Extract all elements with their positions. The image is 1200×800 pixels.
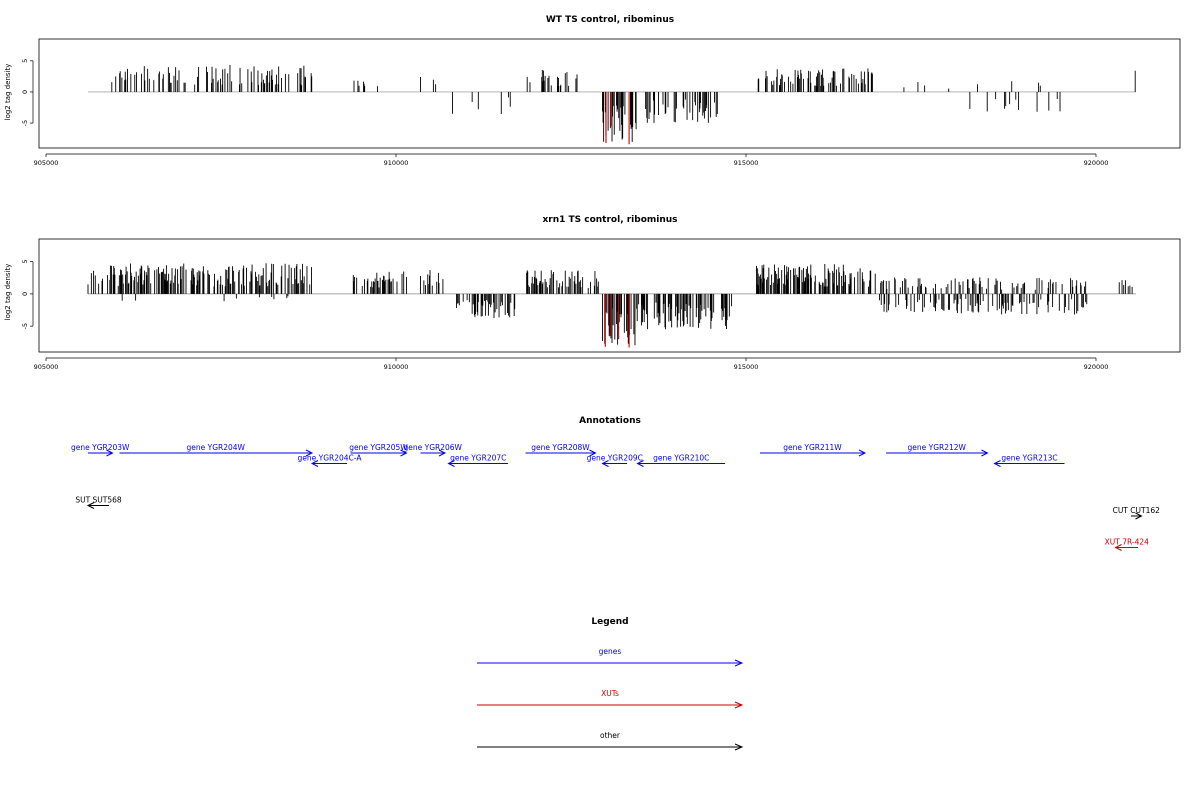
x-tick-label: 920000	[1084, 363, 1109, 371]
annotations-title: Annotations	[579, 416, 641, 426]
feature-arrow-head	[310, 460, 319, 467]
feature-label: gene YGR213C	[1001, 454, 1057, 463]
feature-arrow-head	[447, 460, 455, 467]
legend-item-label: XUTs	[601, 689, 619, 698]
legend-arrow-head	[734, 659, 744, 667]
feature-arrow-head	[438, 449, 447, 457]
legend-item-label: other	[600, 731, 621, 740]
x-tick-label: 920000	[1084, 159, 1109, 167]
annotations-panel: Annotations gene YGR203W gene YGR204W gene…	[71, 416, 1160, 551]
feature-label: gene YGR210C	[653, 454, 709, 463]
feature-arrow-head	[981, 449, 989, 457]
y-tick-label: -5	[21, 120, 29, 126]
legend-title: Legend	[591, 617, 628, 627]
legend-panel: Legend genes XUTs other	[477, 617, 744, 751]
feature-label: gene YGR204W	[187, 443, 246, 452]
y-tick-label: -5	[21, 323, 29, 329]
feature-label: gene YGR203W	[71, 443, 130, 452]
xrn1-y-axis-label: log2 tag density	[4, 264, 12, 321]
plot-frame	[38, 38, 1181, 149]
x-tick-label: 910000	[384, 159, 409, 167]
y-tick-label: 5	[21, 59, 29, 63]
feature-label: gene YGR211W	[783, 443, 842, 452]
feature-label: gene YGR205W	[349, 443, 408, 452]
wt-density-panel: WT TS control, ribominus log2 tag densit…	[4, 15, 1181, 167]
xrn1-density-panel: xrn1 TS control, ribominus log2 tag dens…	[4, 215, 1181, 371]
feature-arrow-head	[305, 449, 314, 457]
feature-label: gene YGR212W	[908, 443, 967, 452]
x-tick-label: 915000	[734, 363, 759, 371]
wt-y-axis-label: log2 tag density	[4, 64, 12, 121]
feature-arrow-head	[589, 449, 597, 457]
feature-arrow-head	[106, 449, 114, 457]
feature-arrow-head	[601, 460, 609, 467]
plot-frame	[38, 238, 1181, 353]
feature-arrow-head	[400, 449, 408, 457]
xrn1-panel-title: xrn1 TS control, ribominus	[542, 215, 677, 225]
feature-label: gene YGR204C-A	[298, 454, 363, 463]
x-tick-label: 905000	[34, 363, 59, 371]
legend-item-label: genes	[599, 647, 622, 656]
x-tick-label: 905000	[34, 159, 59, 167]
feature-arrow-head	[858, 449, 867, 457]
feature-label: gene YGR208W	[531, 443, 590, 452]
feature-label: gene YGR209C	[587, 454, 643, 463]
y-tick-label: 5	[21, 260, 29, 264]
feature-label: SUT SUT568	[75, 496, 122, 505]
legend-arrow-head	[734, 743, 744, 751]
y-tick-label: 0	[21, 292, 29, 296]
feature-label: gene YGR207C	[450, 454, 506, 463]
feature-arrow-head	[636, 460, 644, 467]
feature-arrow-head	[1114, 544, 1122, 551]
feature-label: gene YGR206W	[404, 443, 463, 452]
x-tick-label: 915000	[734, 159, 759, 167]
legend-arrow-head	[734, 701, 744, 709]
feature-arrow-head	[993, 460, 1001, 467]
x-tick-label: 910000	[384, 363, 409, 371]
feature-label: CUT CUT162	[1113, 506, 1161, 515]
feature-arrow-head	[1135, 512, 1143, 520]
feature-arrow-head	[86, 502, 95, 509]
feature-label: XUT 7R-424	[1105, 538, 1150, 547]
y-tick-label: 0	[21, 90, 29, 94]
wt-panel-title: WT TS control, ribominus	[546, 15, 674, 25]
